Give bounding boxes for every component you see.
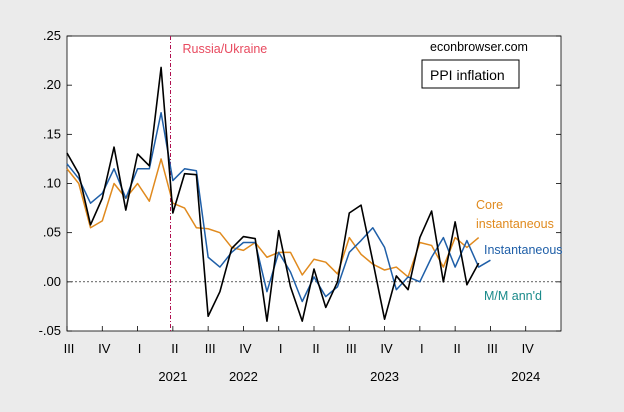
x-tick-label: III: [205, 341, 216, 356]
x-tick-label: I: [138, 341, 142, 356]
x-tick-label: I: [420, 341, 424, 356]
mm-label: M/M ann'd: [484, 289, 542, 303]
year-labels: 2021 2022 2023 2024: [158, 369, 540, 384]
x-tick-label: IV: [380, 341, 393, 356]
x-tick-label: II: [171, 341, 178, 356]
y-tick-label: .00: [43, 274, 61, 289]
year-label: 2024: [511, 369, 540, 384]
core-label-line2: instantaneous: [476, 217, 554, 231]
x-tick-label: I: [279, 341, 283, 356]
chart-title: PPI inflation: [430, 67, 505, 83]
x-axis-ticks: III IV I II III IV I II III IV I II III IV: [64, 326, 535, 356]
series-line-core-instantaneous: [66, 158, 480, 278]
title-box: [421, 59, 520, 89]
series-lines: [66, 66, 491, 322]
year-label: 2023: [370, 369, 399, 384]
x-tick-label: II: [312, 341, 319, 356]
x-tick-label: IV: [239, 341, 252, 356]
series-line-instantaneous: [66, 111, 491, 303]
instantaneous-label: Instantaneous: [484, 243, 563, 257]
series-line-m-m-ann-d: [66, 66, 480, 322]
x-tick-label: II: [454, 341, 461, 356]
x-tick-label: III: [64, 341, 75, 356]
year-label: 2022: [229, 369, 258, 384]
x-tick-label: IV: [522, 341, 535, 356]
y-tick-label: .25: [43, 28, 61, 43]
y-tick-label: -.05: [39, 323, 61, 338]
x-tick-label: IV: [98, 341, 111, 356]
y-axis-ticks: -.05 .00 .05 .10 .15 .20 .25: [39, 28, 561, 338]
year-label: 2021: [158, 369, 187, 384]
core-label-line1: Core: [476, 198, 503, 212]
x-tick-label: III: [487, 341, 498, 356]
x-tick-label: III: [346, 341, 357, 356]
source-label: econbrowser.com: [430, 40, 528, 54]
y-tick-label: .05: [43, 225, 61, 240]
event-label: Russia/Ukraine: [183, 42, 268, 56]
y-tick-label: .15: [43, 126, 61, 141]
y-tick-label: .20: [43, 77, 61, 92]
y-tick-label: .10: [43, 176, 61, 191]
